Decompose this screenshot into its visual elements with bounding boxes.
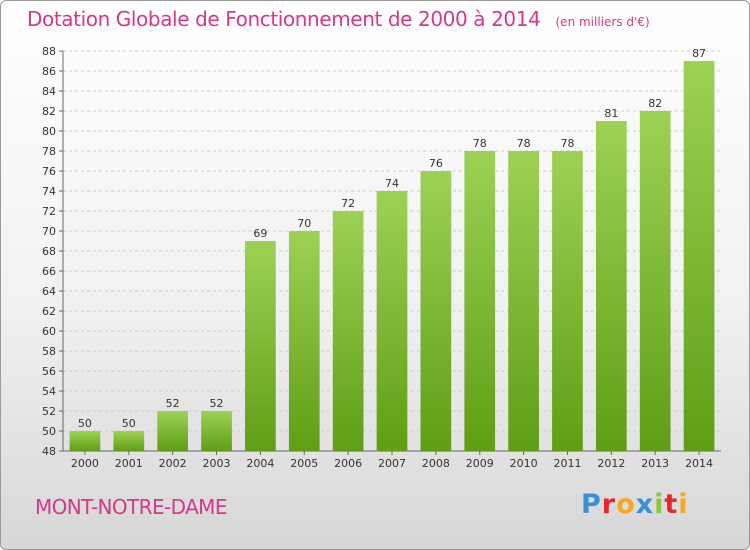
data-label-2009: 78 — [473, 137, 487, 150]
y-tick-label: 54 — [42, 385, 56, 398]
logo-letter: i — [678, 489, 689, 520]
y-tick-label: 82 — [42, 105, 56, 118]
y-tick-label: 66 — [42, 265, 56, 278]
y-tick-label: 80 — [42, 125, 56, 138]
bar-2002 — [157, 411, 189, 451]
data-label-2010: 78 — [517, 137, 531, 150]
x-tick-label-2009: 2009 — [466, 457, 494, 470]
data-label-2014: 87 — [692, 47, 706, 60]
y-tick-label: 84 — [42, 85, 56, 98]
bar-2014 — [683, 61, 715, 451]
data-label-2002: 52 — [166, 397, 180, 410]
x-tick-label-2002: 2002 — [159, 457, 187, 470]
data-label-2005: 70 — [297, 217, 311, 230]
y-tick-label: 58 — [42, 345, 56, 358]
x-tick-label-2006: 2006 — [334, 457, 362, 470]
bar-2009 — [464, 151, 496, 451]
chart-title-main: Dotation Globale de Fonctionnement de 20… — [27, 7, 541, 31]
y-tick-label: 70 — [42, 225, 56, 238]
y-tick-label: 62 — [42, 305, 56, 318]
x-tick-label-2014: 2014 — [685, 457, 713, 470]
data-label-2001: 50 — [122, 417, 136, 430]
chart-unit-label: (en milliers d'€) — [555, 15, 650, 29]
logo-letter: x — [635, 489, 655, 520]
bar-chart: 48 50 52 54 56 58 60 62 64 66 68 70 72 74 76 78 80 82 84 86… — [42, 45, 721, 470]
y-tick-label: 86 — [42, 65, 56, 78]
y-tick-label: 74 — [42, 185, 56, 198]
logo-letter: o — [616, 489, 636, 520]
y-tick-label: 88 — [42, 45, 56, 58]
data-label-2012: 81 — [604, 107, 618, 120]
x-tick-label-2005: 2005 — [290, 457, 318, 470]
logo-letter: i — [654, 489, 665, 520]
bar-2003 — [201, 411, 232, 451]
bar-2007 — [376, 191, 408, 451]
x-tick-label-2013: 2013 — [641, 457, 669, 470]
x-tick-label-2004: 2004 — [246, 457, 274, 470]
data-label-2007: 74 — [385, 177, 399, 190]
logo-letter: P — [581, 489, 602, 520]
bar-2010 — [508, 151, 539, 451]
data-label-2013: 82 — [648, 97, 662, 110]
bar-2013 — [639, 111, 671, 451]
y-tick-label: 78 — [42, 145, 56, 158]
data-label-2011: 78 — [560, 137, 574, 150]
data-label-2000: 50 — [78, 417, 92, 430]
data-label-2004: 69 — [253, 227, 267, 240]
x-tick-label-2008: 2008 — [422, 457, 450, 470]
x-tick-label-2011: 2011 — [553, 457, 581, 470]
data-label-2006: 72 — [341, 197, 355, 210]
y-tick-label: 48 — [42, 445, 56, 458]
chart-title: Dotation Globale de Fonctionnement de 20… — [27, 7, 650, 31]
bar-2000 — [69, 431, 101, 451]
bar-2006 — [332, 211, 364, 451]
data-label-2008: 76 — [429, 157, 443, 170]
bar-2012 — [595, 121, 627, 451]
y-tick-label: 60 — [42, 325, 56, 338]
x-tick-label-2010: 2010 — [510, 457, 538, 470]
proxiti-logo: Proxiti — [581, 489, 689, 520]
bar-2011 — [552, 151, 583, 451]
x-tick-label-2000: 2000 — [71, 457, 99, 470]
y-tick-label: 52 — [42, 405, 56, 418]
logo-letter: t — [664, 489, 679, 520]
bar-2008 — [420, 171, 452, 451]
x-tick-label-2012: 2012 — [597, 457, 625, 470]
logo-letter: r — [601, 489, 617, 520]
x-tick-label-2007: 2007 — [378, 457, 406, 470]
y-tick-label: 76 — [42, 165, 56, 178]
y-tick-label: 68 — [42, 245, 56, 258]
y-tick-label: 56 — [42, 365, 56, 378]
data-label-2003: 52 — [210, 397, 224, 410]
commune-name: MONT-NOTRE-DAME — [35, 495, 227, 519]
x-tick-label-2001: 2001 — [115, 457, 143, 470]
bar-2005 — [288, 231, 320, 451]
y-tick-label: 50 — [42, 425, 56, 438]
y-tick-label: 72 — [42, 205, 56, 218]
x-tick-label-2003: 2003 — [203, 457, 231, 470]
y-tick-label: 64 — [42, 285, 56, 298]
bar-2001 — [113, 431, 145, 451]
bar-2004 — [245, 241, 276, 451]
